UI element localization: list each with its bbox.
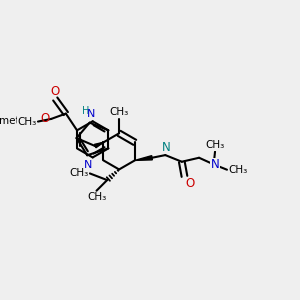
Text: H: H [162,140,169,150]
Text: CH₃: CH₃ [69,168,88,178]
Text: CH₃: CH₃ [87,192,106,202]
Polygon shape [135,156,152,161]
Text: O: O [41,112,50,125]
Text: methyl: methyl [0,116,36,126]
Polygon shape [94,142,103,148]
Text: H: H [82,106,89,116]
Text: N: N [162,140,171,154]
Text: O: O [51,85,60,98]
Text: N: N [210,158,219,171]
Text: N: N [84,160,92,170]
Text: CH₃: CH₃ [110,107,129,117]
Text: N: N [87,110,95,119]
Text: CH₃: CH₃ [17,117,37,127]
Text: O: O [185,177,194,190]
Text: CH₃: CH₃ [228,165,248,175]
Text: CH₃: CH₃ [206,140,225,150]
